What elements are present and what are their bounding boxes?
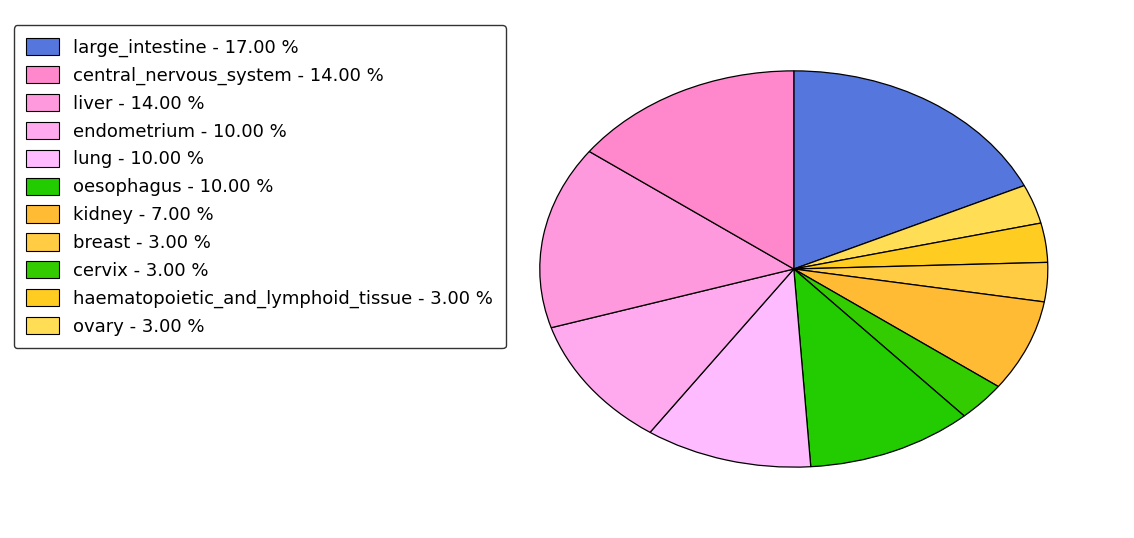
Wedge shape <box>590 71 794 269</box>
Wedge shape <box>794 269 998 416</box>
Wedge shape <box>794 223 1048 269</box>
Legend: large_intestine - 17.00 %, central_nervous_system - 14.00 %, liver - 14.00 %, en: large_intestine - 17.00 %, central_nervo… <box>14 25 506 349</box>
Wedge shape <box>794 269 1044 386</box>
Wedge shape <box>551 269 794 433</box>
Wedge shape <box>650 269 811 467</box>
Wedge shape <box>794 186 1041 269</box>
Wedge shape <box>794 263 1048 302</box>
Wedge shape <box>540 152 794 328</box>
Wedge shape <box>794 71 1024 269</box>
Wedge shape <box>794 269 964 466</box>
